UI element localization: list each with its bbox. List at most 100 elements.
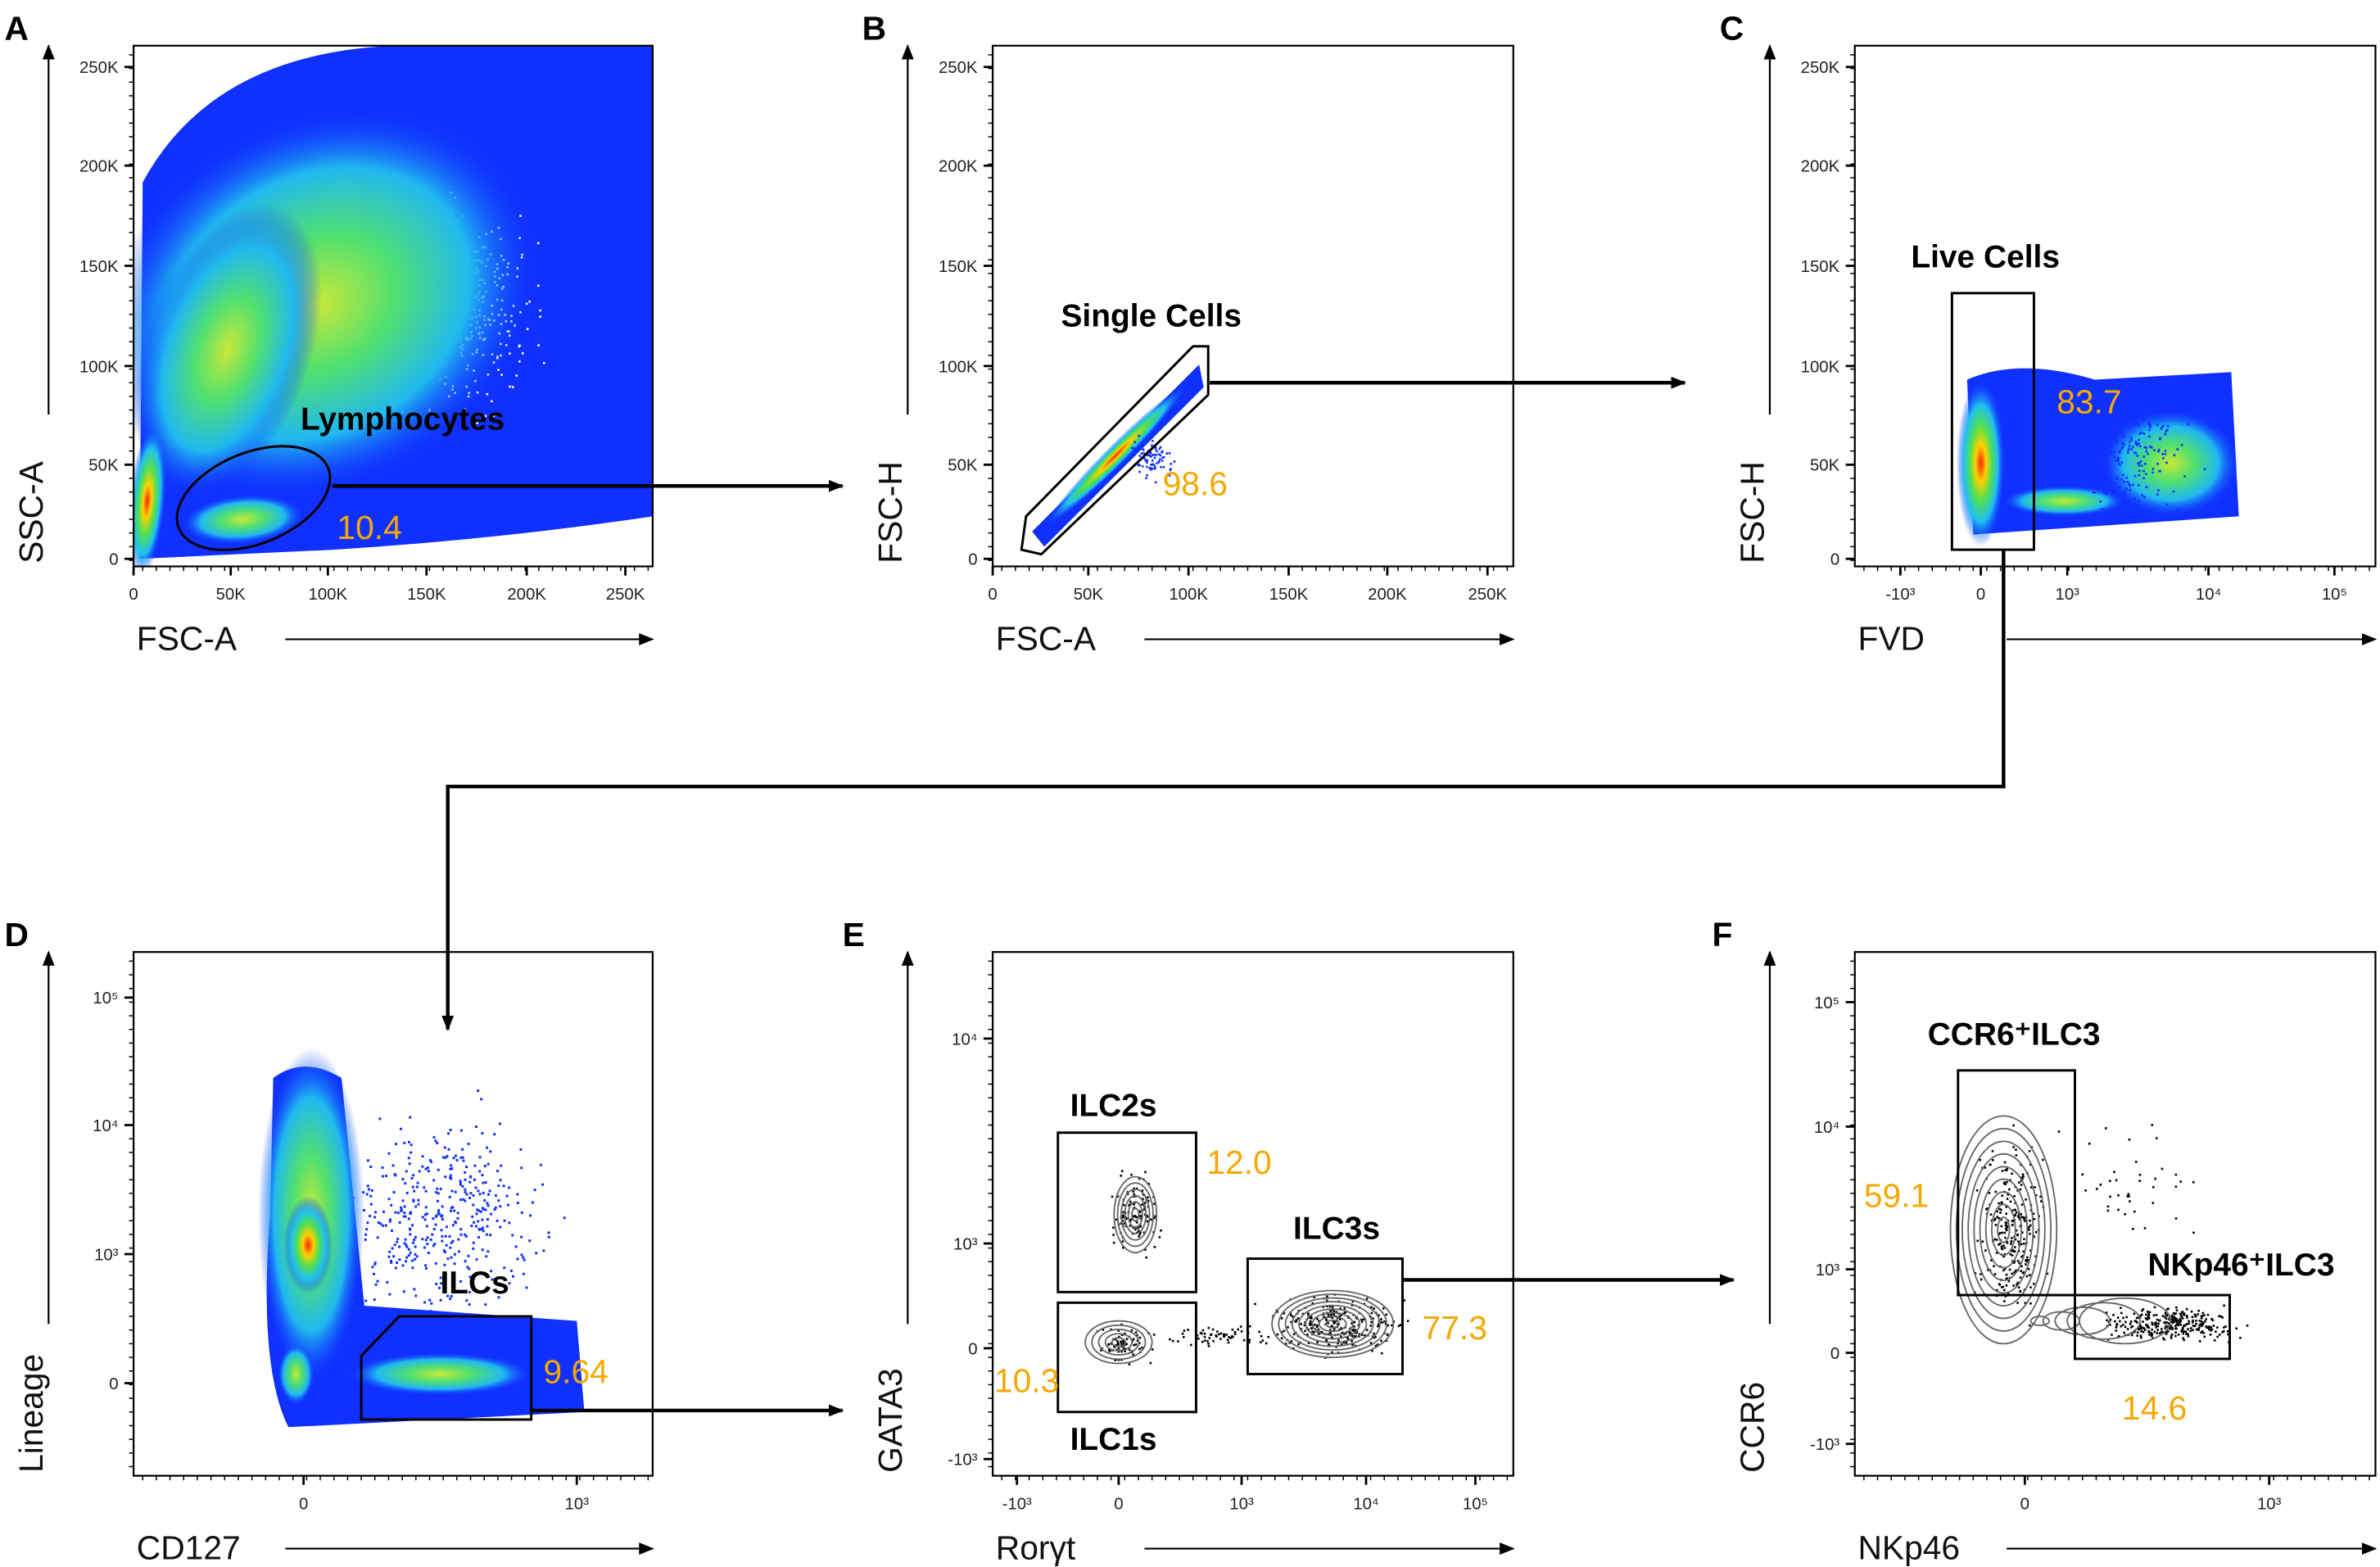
event-dot [2123, 491, 2126, 494]
event-dot [507, 1203, 510, 1207]
event-dot [1122, 1211, 1124, 1214]
event-dot [2002, 1269, 2005, 1272]
event-dot [1317, 1333, 1320, 1335]
event-dot [374, 1283, 378, 1286]
event-dot [2179, 1320, 2183, 1323]
event-dot [2145, 450, 2148, 453]
event-dot [1212, 1339, 1215, 1343]
event-dot [431, 1233, 434, 1236]
event-dot [1161, 460, 1164, 462]
event-dot [464, 1188, 467, 1191]
event-dot [459, 1129, 463, 1132]
event-dot [2165, 503, 2169, 506]
event-dot [1138, 1177, 1141, 1180]
event-dot [2177, 1333, 2180, 1336]
event-dot [2123, 480, 2126, 483]
event-dot [377, 1221, 380, 1225]
event-dot [2176, 448, 2179, 451]
event-dot [2174, 1320, 2177, 1323]
event-dot [1147, 1182, 1151, 1185]
event-dot [2141, 1309, 2143, 1312]
event-dot [2206, 1313, 2210, 1316]
event-dot [476, 422, 479, 424]
event-dot [439, 1187, 442, 1190]
event-dot [369, 1194, 373, 1198]
event-dot [526, 328, 529, 330]
event-dot [2014, 1208, 2016, 1211]
event-dot [2138, 1328, 2140, 1331]
event-dot [2181, 1328, 2184, 1330]
event-dot [1380, 1339, 1382, 1343]
x-axis-label: FVD [1857, 619, 1925, 657]
event-dot [452, 1157, 455, 1160]
event-dot [429, 1238, 432, 1241]
y-tick-label: -10³ [1810, 1436, 1839, 1454]
event-dot [1153, 453, 1156, 456]
event-dot [2171, 1328, 2174, 1330]
event-dot [2001, 1170, 2004, 1172]
event-dot [2151, 1123, 2154, 1126]
event-dot [2139, 1334, 2142, 1338]
event-dot [1287, 1326, 1289, 1329]
event-dot [2014, 1238, 2017, 1241]
event-dot [2139, 1315, 2142, 1317]
event-dot [2221, 1330, 2224, 1334]
event-dot [1327, 1312, 1330, 1316]
event-dot [2161, 453, 2164, 455]
event-dot [2190, 1310, 2193, 1313]
event-dot [2189, 1327, 2192, 1329]
event-dot [2168, 1318, 2170, 1321]
event-dot [2012, 1124, 2015, 1127]
event-dot [398, 1245, 401, 1248]
event-dot [2063, 430, 2066, 433]
event-dot [430, 1160, 432, 1163]
event-dot [1142, 1198, 1144, 1201]
event-dot [2165, 1325, 2168, 1328]
event-dot [491, 1278, 494, 1281]
event-dot [457, 1238, 460, 1241]
event-dot [1364, 1334, 1366, 1337]
event-dot [1354, 1344, 1357, 1347]
event-dot [1993, 1265, 1995, 1267]
plot-area [133, 45, 653, 567]
event-dot [465, 1299, 468, 1302]
event-dot [2015, 1211, 2018, 1214]
event-dot [2042, 1158, 2044, 1162]
event-dot [2130, 448, 2133, 451]
event-dot [1980, 1278, 1983, 1281]
event-dot [2150, 446, 2153, 449]
event-dot [2006, 1225, 2009, 1228]
event-dot [1254, 1302, 1256, 1306]
event-dot [2197, 1329, 2200, 1331]
event-dot [2192, 1319, 2194, 1322]
event-dot [1132, 1338, 1135, 1341]
event-dot [2029, 1286, 2032, 1288]
event-dot [1296, 1317, 1300, 1320]
event-dot [400, 1206, 403, 1209]
event-dot [508, 1282, 511, 1285]
event-dot [1116, 1342, 1120, 1345]
event-dot [2015, 1154, 2018, 1157]
event-dot [2025, 1275, 2029, 1278]
event-dot [2006, 1169, 2008, 1171]
event-dot [1386, 1334, 1389, 1336]
event-dot [1139, 1215, 1142, 1218]
event-dot [1335, 1311, 1338, 1314]
event-dot [1151, 444, 1153, 446]
event-dot [1240, 1330, 1243, 1333]
event-dot [409, 1233, 412, 1236]
event-dot [1124, 1350, 1126, 1352]
y-axis-label: FSC-H [1734, 461, 1771, 564]
event-dot [394, 1211, 397, 1214]
event-dot [1239, 1325, 1242, 1328]
gate-name: Live Cells [1911, 239, 2060, 274]
event-dot [1122, 1342, 1125, 1344]
event-dot [2160, 1328, 2163, 1330]
event-dot [516, 1257, 519, 1261]
event-dot [1340, 1314, 1343, 1316]
event-dot [2140, 464, 2143, 467]
event-dot [1168, 474, 1171, 477]
event-dot [2155, 1322, 2158, 1325]
event-dot [433, 1243, 437, 1245]
event-dot [1370, 1320, 1373, 1324]
